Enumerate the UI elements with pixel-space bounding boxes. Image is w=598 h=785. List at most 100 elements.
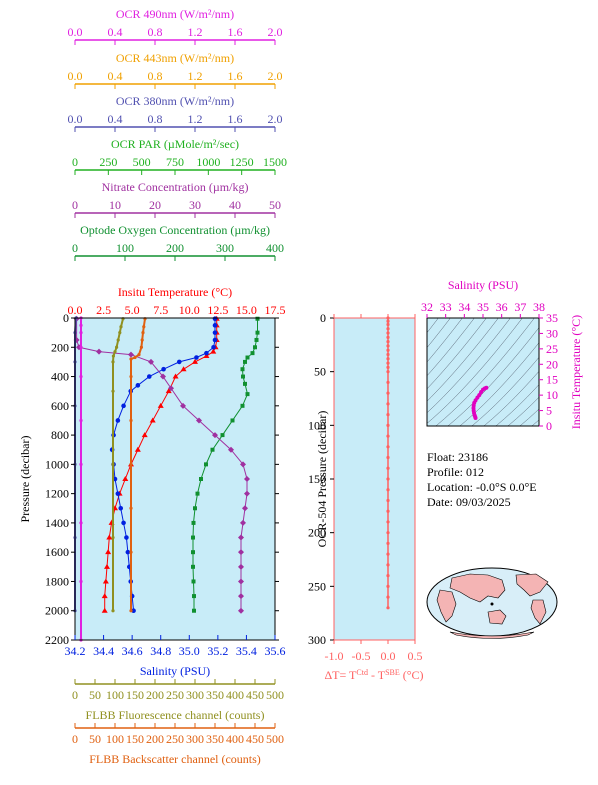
data-point-salinity (131, 608, 136, 614)
dt-y-tick-label: 150 (308, 472, 326, 486)
dt-point (386, 365, 390, 369)
data-point-temperature (210, 348, 217, 354)
ts-y-label: Insitu Temperature (°C) (569, 315, 583, 429)
top-axis-nitrate: 0 10 20 30 40 50 Nitrate Concentration (µm/kg) (72, 180, 281, 218)
dt-point (386, 606, 390, 610)
data-point-temperature (192, 358, 198, 364)
dt-x-tick-label: 0.5 (408, 649, 423, 663)
tick-label: 2.0 (268, 112, 283, 126)
tick-label: 300 (186, 732, 204, 746)
data-point-backscatter (137, 352, 141, 357)
tick-label: 500 (266, 688, 284, 702)
ts-y-tick-label: 15 (546, 373, 558, 387)
bottom-axis-salinity: 34.2 34.4 34.6 34.8 35.0 35.2 35.4 35.6 Salinity… (65, 635, 286, 678)
data-point-temperature (157, 402, 164, 408)
data-point-salinity (121, 520, 126, 526)
tick-label: 500 (266, 732, 284, 746)
data-point-oxygen (195, 491, 200, 496)
dt-point (386, 520, 390, 524)
float-id: Float: 23186 (427, 450, 488, 464)
tick-label: 1500 (263, 155, 287, 169)
tick-label: 34.6 (122, 644, 143, 658)
data-point-oxygen (210, 447, 215, 452)
dt-point (386, 319, 390, 323)
delta-t-series (386, 316, 390, 610)
data-point-oxygen (245, 392, 250, 397)
tick-label: 100 (106, 688, 124, 702)
dt-point (386, 584, 390, 588)
data-point-fluorescence (111, 462, 115, 466)
dt-point (386, 335, 390, 339)
tick-label: 350 (206, 688, 224, 702)
top-axis-ocr380: 0.0 0.4 0.8 1.2 1.6 2.0 OCR 380nm (W/m²/nm) (68, 94, 283, 132)
data-point-salinity (161, 366, 166, 372)
date: Date: 09/03/2025 (427, 495, 511, 509)
dt-point (386, 380, 390, 384)
tick-label: 300 (216, 241, 234, 255)
tick-label: 40 (229, 198, 241, 212)
data-point-nitrate (196, 417, 202, 424)
y-tick-label: 1400 (45, 516, 69, 530)
data-point-fluorescence (111, 609, 115, 613)
data-point-nitrate (240, 519, 246, 526)
data-point-backscatter (129, 374, 133, 379)
tick-label: 750 (166, 155, 184, 169)
tick-label: 5.0 (125, 303, 140, 317)
dt-y-tick-label: 250 (308, 579, 326, 593)
data-point-temperature (141, 432, 148, 438)
bottom-axis-backscatter: 0 50 100 150 200 250 300 350 400 450 500 FLBB Backs… (72, 723, 284, 766)
axis-title: OCR 443nm (W/m²/nm) (116, 51, 234, 65)
data-point-ocr490 (79, 323, 83, 327)
data-point-oxygen (191, 579, 196, 584)
tick-label: 34.4 (93, 644, 114, 658)
data-point-ocr490 (79, 521, 83, 525)
data-point-backscatter (140, 338, 144, 342)
axis-title: OCR PAR (µMole/m²/sec) (111, 137, 239, 151)
dt-point (386, 413, 390, 417)
tick-label: 35.0 (179, 644, 200, 658)
data-point-salinity (115, 491, 121, 496)
tick-label: 0.0 (68, 112, 83, 126)
data-point-temperature (104, 563, 110, 569)
series-oxygen (191, 316, 260, 613)
data-point-temperature (105, 549, 112, 555)
axis-title: OCR 380nm (W/m²/nm) (116, 94, 234, 108)
data-point-nitrate (242, 505, 248, 512)
ts-y-tick-label: 25 (546, 342, 558, 356)
bottom-axes: 34.2 34.4 34.6 34.8 35.0 35.2 35.4 35.6 Salinity… (65, 635, 286, 766)
data-point-oxygen (204, 462, 208, 467)
dt-point (386, 595, 390, 599)
tick-label: 50 (89, 732, 101, 746)
data-point-temperature (101, 607, 108, 613)
data-point-fluorescence (111, 389, 115, 393)
dt-y-tick-label: 200 (308, 526, 326, 540)
data-point-salinity (212, 323, 218, 328)
dt-y-tick-label: 0 (320, 311, 326, 325)
ts-x-tick-label: 33 (440, 300, 452, 314)
main-plot-background (75, 318, 275, 640)
ts-x-tick-label: 35 (477, 300, 489, 314)
data-point-oxygen (240, 367, 245, 372)
dt-point (386, 423, 390, 427)
data-point-temperature (172, 373, 179, 379)
data-point-nitrate (160, 373, 166, 380)
tick-label: 1000 (196, 155, 220, 169)
data-point-temperature (106, 534, 113, 540)
dt-point (386, 466, 390, 470)
density-contour (427, 318, 511, 414)
tick-label: 0 (72, 155, 78, 169)
y-tick-label: 2200 (45, 633, 69, 647)
dt-point (386, 352, 390, 357)
series-fluorescence (111, 317, 125, 613)
data-point-nitrate (148, 358, 154, 365)
data-point-oxygen (191, 535, 195, 540)
dt-point (386, 402, 390, 406)
data-point-oxygen (243, 359, 247, 364)
tick-label: 500 (133, 155, 151, 169)
dt-point (386, 331, 390, 335)
tick-label: 0 (72, 198, 78, 212)
axis-title: Nitrate Concentration (µm/kg) (102, 180, 249, 194)
data-point-temperature (134, 446, 141, 452)
y-tick-label: 1200 (45, 487, 69, 501)
